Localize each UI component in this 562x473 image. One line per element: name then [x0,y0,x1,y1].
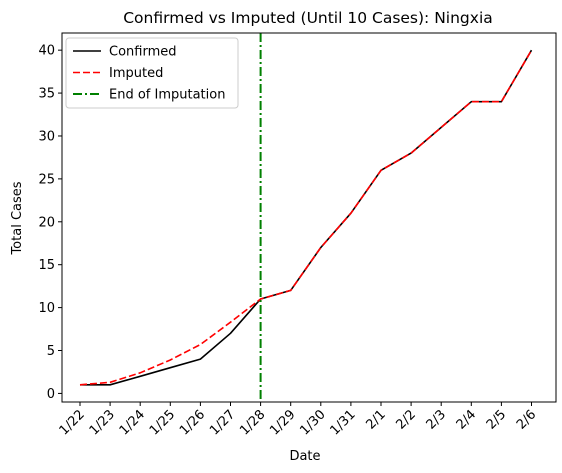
chart-title: Confirmed vs Imputed (Until 10 Cases): N… [123,9,493,27]
y-tick-label: 15 [38,258,55,273]
x-tick-label: 2/5 [484,407,509,432]
y-axis-label: Total Cases [10,181,25,255]
y-tick-label: 40 [38,44,55,59]
x-tick-label: 1/24 [117,407,148,438]
legend: Confirmed Imputed End of Imputation [65,37,239,109]
y-tick-label: 35 [38,87,55,102]
x-tick-label: 1/22 [57,407,88,438]
legend-label: Imputed [109,66,163,81]
x-axis-label: Date [289,449,320,464]
x-tick-label: 1/25 [147,407,178,438]
y-tick-label: 30 [38,129,55,144]
x-tick-label: 1/31 [327,407,358,438]
y-tick-label: 10 [38,301,55,316]
x-tick-label: 1/30 [297,407,328,438]
y-tick-label: 20 [38,215,55,230]
y-tick-label: 25 [38,172,55,187]
plot-frame [61,32,557,403]
y-tick-label: 0 [47,387,55,402]
x-tick-label: 2/4 [454,407,479,432]
x-tick-label: 1/26 [177,407,208,438]
x-tick-label: 1/23 [87,407,118,438]
x-tick-label: 1/29 [267,407,298,438]
x-tick-label: 2/1 [363,407,388,432]
x-tick-label: 1/27 [207,407,238,438]
y-tick-label: 5 [47,344,55,359]
x-tick-label: 2/3 [424,407,449,432]
legend-label: Confirmed [109,45,177,60]
x-tick-label: 1/28 [237,407,268,438]
x-tick-label: 2/2 [394,407,419,432]
x-tick-label: 2/6 [514,407,539,432]
legend-label: End of Imputation [109,88,225,103]
series-line-imputed [79,49,533,386]
legend-box [65,37,239,109]
